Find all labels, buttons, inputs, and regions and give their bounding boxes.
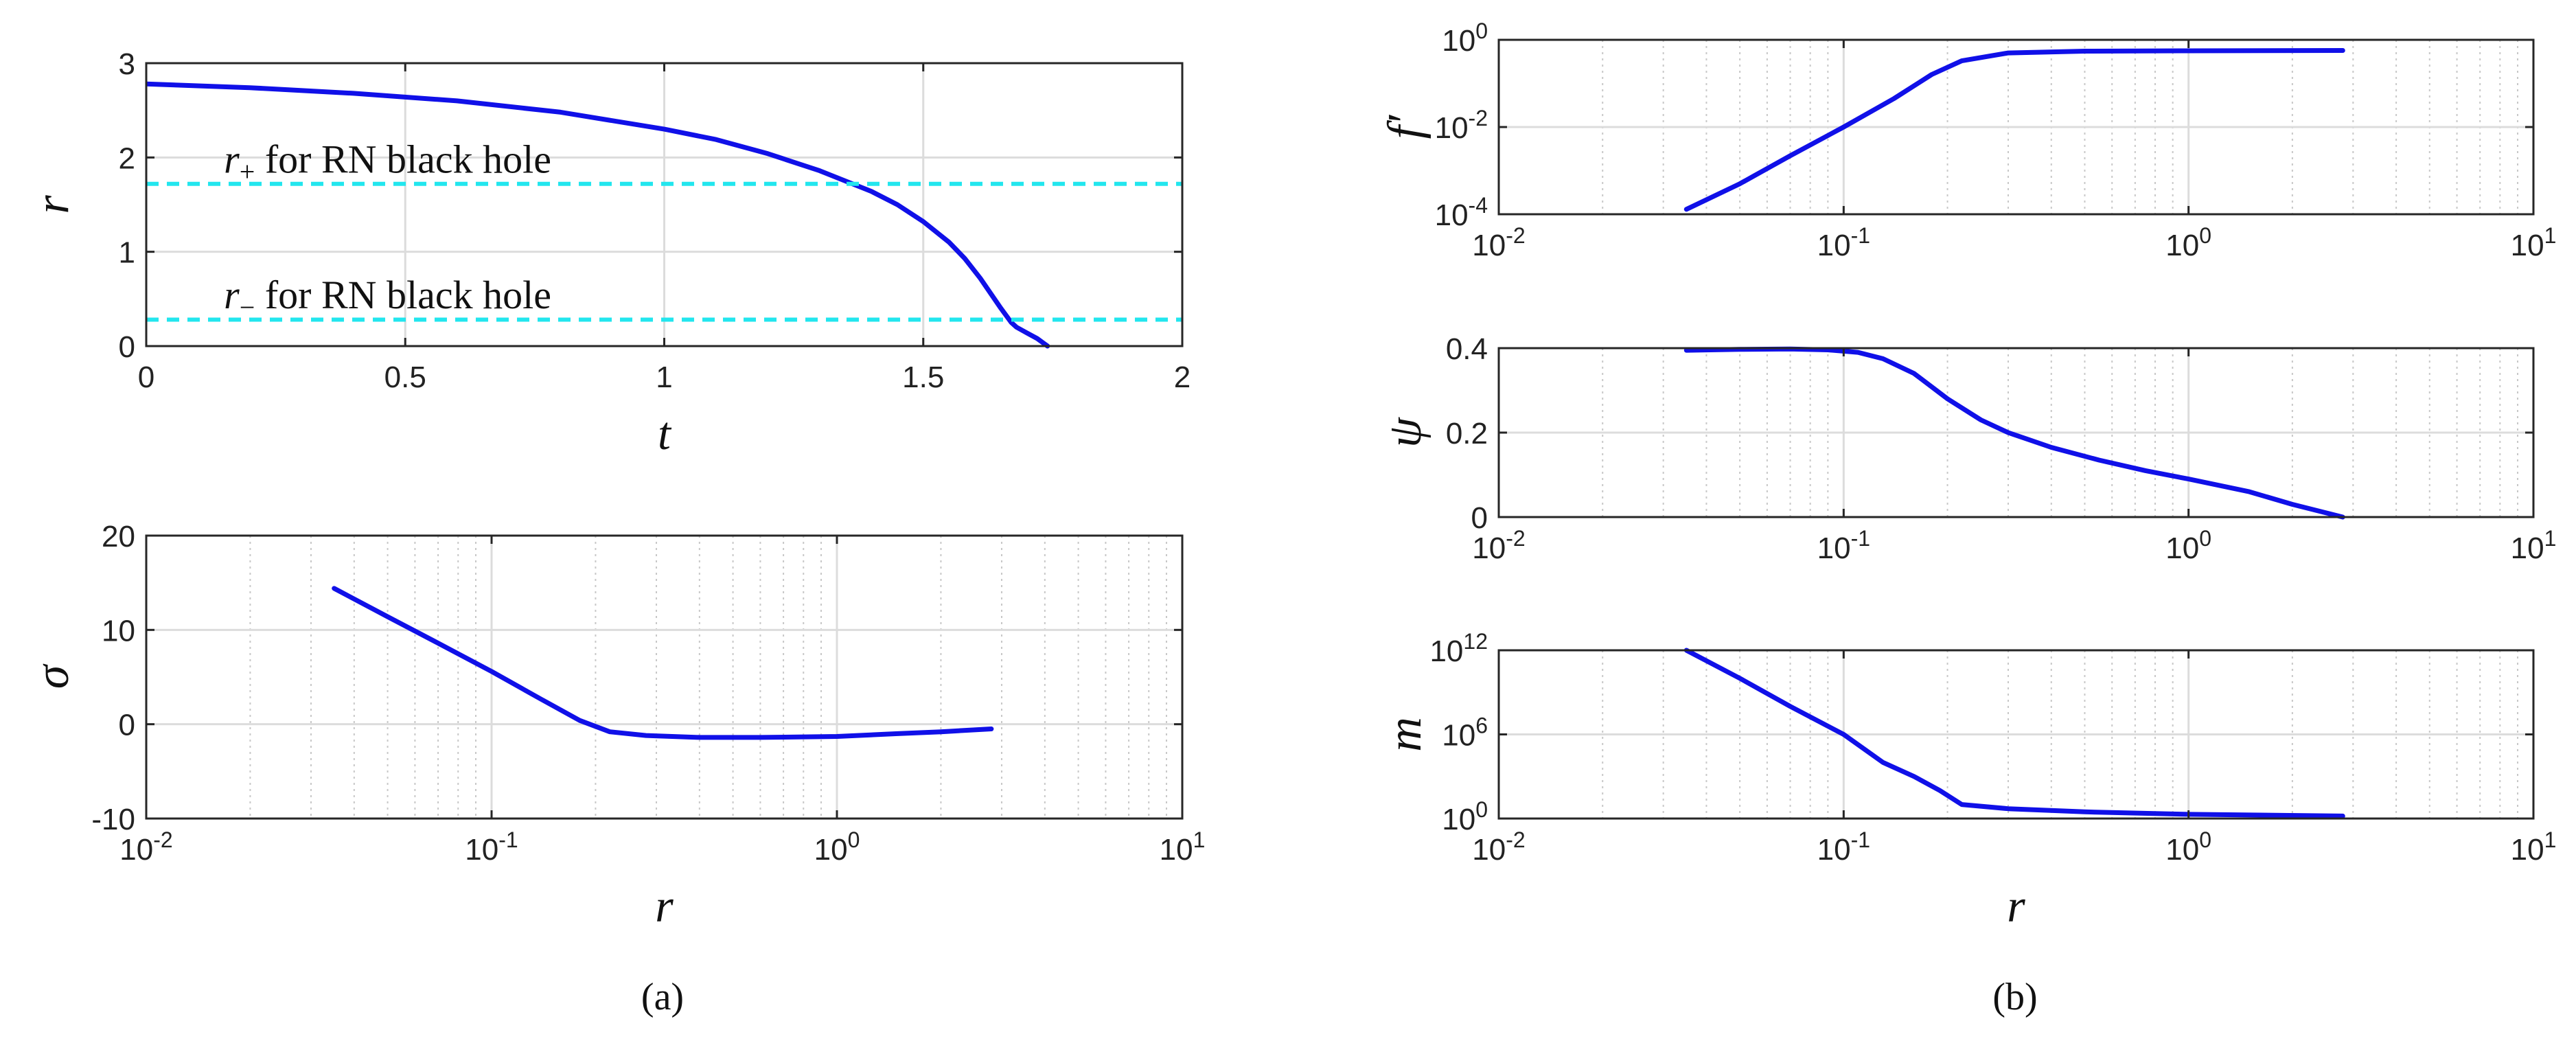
y-tick-label: 106 (1442, 713, 1488, 753)
y-axis-label: f′ (1379, 114, 1431, 139)
y-tick-label: 1012 (1429, 629, 1488, 668)
x-axis-label: t (658, 407, 672, 459)
chart-b_mid: 10-2 10-1 100 101 0 0.2 0.4 ψ (1379, 332, 2556, 565)
annotation-label: r− for RN black hole (224, 273, 551, 323)
y-tick-label: 0 (1471, 501, 1488, 535)
x-tick-label: 101 (2511, 223, 2557, 262)
x-axis-label: r (2007, 880, 2025, 932)
data-line (332, 586, 994, 740)
y-tick-label: 1 (119, 236, 135, 270)
axes-box (145, 534, 1184, 820)
y-axis-label: r (26, 195, 79, 214)
y-tick-label: 100 (1442, 19, 1488, 58)
x-tick-label: 1 (656, 361, 672, 394)
x-axis-label: r (655, 880, 674, 932)
chart-a_bottom: 10-2 10-1 100 101 -10 0 10 20 r σ (26, 520, 1205, 932)
y-tick-label: 10-2 (1435, 106, 1488, 145)
x-tick-label: 10-2 (1472, 223, 1525, 262)
y-tick-label: 10-4 (1435, 193, 1488, 232)
x-tick-label: 10-2 (1472, 526, 1525, 565)
chart-a_top: 0 0.5 1 1.5 2 0 1 2 3 t r r+ for RN black hole r− fo… (26, 47, 1191, 459)
annotation-label: r+ for RN black hole (224, 137, 551, 187)
y-tick-label: 0 (119, 330, 135, 364)
x-tick-label: 2 (1174, 361, 1191, 394)
chart-b_bottom: 10-2 10-1 100 101 100 106 1012 r m (1379, 629, 2556, 932)
y-tick-label: 2 (119, 141, 135, 175)
y-tick-label: 3 (119, 47, 135, 81)
y-tick-label: 0 (119, 709, 135, 742)
y-tick-label: 10 (102, 614, 135, 648)
x-tick-label: 101 (1160, 827, 1206, 867)
y-tick-label: 0.4 (1446, 332, 1488, 366)
x-tick-label: 10-2 (119, 827, 172, 867)
y-axis-label: ψ (1379, 417, 1431, 448)
data-line (1683, 648, 2345, 819)
caption-b: (b) (1992, 976, 2037, 1018)
x-tick-label: 100 (814, 827, 860, 867)
x-tick-label: 0.5 (384, 361, 426, 394)
data-line (146, 81, 1050, 349)
x-tick-label: 0 (138, 361, 154, 394)
y-axis-label: σ (26, 663, 79, 689)
x-tick-label: 100 (2165, 223, 2211, 262)
data-line (1683, 346, 2345, 520)
x-tick-label: 10-1 (1817, 526, 1870, 565)
caption-a: (a) (641, 976, 684, 1018)
y-axis-label: m (1379, 717, 1431, 752)
x-tick-label: 10-1 (1817, 827, 1870, 867)
x-tick-label: 10-1 (465, 827, 518, 867)
x-tick-label: 10-1 (1817, 223, 1870, 262)
data-line (1683, 48, 2345, 212)
x-tick-label: 101 (2511, 827, 2557, 867)
x-tick-label: 100 (2165, 827, 2211, 867)
y-tick-label: 0.2 (1446, 417, 1488, 450)
x-tick-label: 1.5 (902, 361, 944, 394)
y-tick-label: 20 (102, 520, 135, 553)
x-tick-label: 10-2 (1472, 827, 1525, 867)
y-tick-label: 100 (1442, 797, 1488, 836)
x-tick-label: 101 (2511, 526, 2557, 565)
y-tick-label: -10 (91, 803, 135, 836)
x-tick-label: 100 (2165, 526, 2211, 565)
